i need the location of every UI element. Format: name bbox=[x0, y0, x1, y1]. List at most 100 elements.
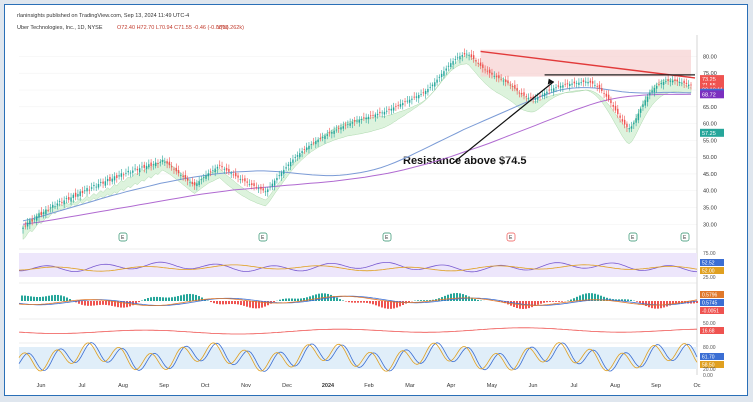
x-tick-label: Jun bbox=[37, 383, 46, 389]
candle-body bbox=[548, 89, 550, 91]
macd-histogram-bar bbox=[117, 301, 119, 308]
candle-body bbox=[427, 88, 429, 93]
candle-body bbox=[106, 178, 109, 182]
volume-readout: V(16.262k) bbox=[217, 25, 244, 31]
candle-body bbox=[129, 172, 132, 174]
candle-body bbox=[305, 147, 308, 151]
candle-body bbox=[550, 89, 553, 91]
candle-body bbox=[633, 122, 635, 125]
macd-histogram-bar bbox=[354, 301, 356, 303]
candle-body bbox=[182, 175, 184, 177]
panel-rsi-band bbox=[19, 253, 697, 277]
macd-histogram-bar bbox=[243, 301, 245, 306]
candle-body bbox=[607, 94, 610, 100]
macd-histogram-bar bbox=[573, 298, 575, 301]
candle-body bbox=[450, 63, 452, 67]
candle-body bbox=[543, 93, 546, 97]
indicator-value-label: 16.68 bbox=[702, 329, 715, 335]
y-tick-label: 45.00 bbox=[703, 172, 717, 178]
candle-body bbox=[466, 53, 468, 55]
candle-body bbox=[248, 184, 251, 185]
rsi-line bbox=[18, 261, 698, 273]
candle-body bbox=[276, 177, 278, 181]
candle-body bbox=[214, 168, 216, 173]
macd-histogram-bar bbox=[447, 294, 449, 301]
price-chart[interactable]: 80.0075.0070.0065.0060.0055.0050.0045.00… bbox=[5, 5, 749, 397]
candle-body bbox=[111, 178, 113, 182]
indicator-value-label: 52.00 bbox=[702, 269, 715, 275]
candle-body bbox=[504, 79, 507, 82]
macd-histogram-bar bbox=[120, 301, 122, 308]
candle-body bbox=[168, 161, 171, 166]
candle-body bbox=[221, 166, 223, 168]
candle-body bbox=[340, 127, 342, 130]
candle-body bbox=[546, 91, 548, 94]
candle-body bbox=[605, 93, 608, 97]
macd-histogram-bar bbox=[66, 297, 68, 301]
candle-body bbox=[31, 219, 33, 222]
macd-histogram-bar bbox=[417, 300, 419, 301]
candle-body bbox=[36, 216, 38, 221]
macd-histogram-bar bbox=[153, 296, 155, 301]
x-tick-label: Jul bbox=[570, 383, 577, 389]
macd-histogram-bar bbox=[669, 301, 671, 306]
candle-body bbox=[479, 62, 482, 66]
candle-body bbox=[370, 115, 372, 117]
x-tick-label: Oct bbox=[201, 383, 210, 389]
candle-body bbox=[271, 183, 274, 187]
candle-body bbox=[617, 108, 619, 115]
candle-body bbox=[319, 137, 322, 139]
macd-histogram-bar bbox=[33, 296, 35, 301]
candle-body bbox=[573, 81, 576, 84]
candle-body bbox=[578, 82, 580, 85]
candle-body bbox=[575, 82, 578, 84]
candle-body bbox=[495, 75, 498, 78]
candle-body bbox=[514, 84, 516, 89]
candle-body bbox=[520, 92, 523, 95]
candle-body bbox=[685, 82, 688, 84]
panel-stoch-band bbox=[19, 347, 697, 369]
macd-histogram-bar bbox=[294, 298, 296, 301]
macd-histogram-bar bbox=[261, 301, 263, 308]
macd-histogram-bar bbox=[246, 301, 248, 307]
candle-body bbox=[207, 173, 210, 177]
macd-histogram-bar bbox=[372, 301, 374, 305]
x-tick-label: Aug bbox=[118, 383, 128, 389]
macd-histogram-bar bbox=[150, 297, 152, 301]
candle-body bbox=[621, 119, 624, 122]
candle-body bbox=[255, 187, 258, 188]
candle-body bbox=[463, 53, 466, 55]
candle-body bbox=[415, 96, 418, 98]
ichimoku-cloud bbox=[22, 54, 692, 240]
candle-body bbox=[93, 185, 95, 187]
macd-histogram-bar bbox=[408, 301, 410, 303]
y-tick-label: 55.00 bbox=[703, 138, 717, 144]
candle-body bbox=[97, 184, 100, 188]
candle-body bbox=[484, 69, 486, 71]
macd-histogram-bar bbox=[87, 301, 89, 306]
candle-body bbox=[509, 84, 511, 86]
candle-body bbox=[571, 83, 573, 85]
macd-histogram-bar bbox=[555, 301, 557, 302]
candle-body bbox=[42, 212, 45, 215]
candle-body bbox=[303, 149, 306, 150]
candle-body bbox=[84, 190, 86, 192]
candle-body bbox=[333, 130, 335, 134]
adx-line bbox=[18, 327, 697, 335]
candle-body bbox=[184, 174, 187, 179]
x-tick-label: 2024 bbox=[322, 383, 335, 389]
indicator-value-box bbox=[700, 291, 724, 298]
macd-histogram-bar bbox=[165, 297, 167, 301]
macd-histogram-bar bbox=[621, 299, 623, 301]
candle-body bbox=[90, 187, 93, 189]
candle-body bbox=[482, 64, 484, 68]
candle-body bbox=[486, 70, 489, 72]
candle-body bbox=[230, 173, 232, 175]
candle-body bbox=[237, 175, 239, 178]
macd-histogram-bar bbox=[363, 301, 365, 303]
macd-histogram-bar bbox=[258, 301, 260, 309]
earnings-marker bbox=[118, 232, 128, 242]
macd-histogram-bar bbox=[333, 296, 335, 301]
macd-histogram-bar bbox=[144, 299, 146, 301]
macd-histogram-bar bbox=[588, 293, 590, 301]
